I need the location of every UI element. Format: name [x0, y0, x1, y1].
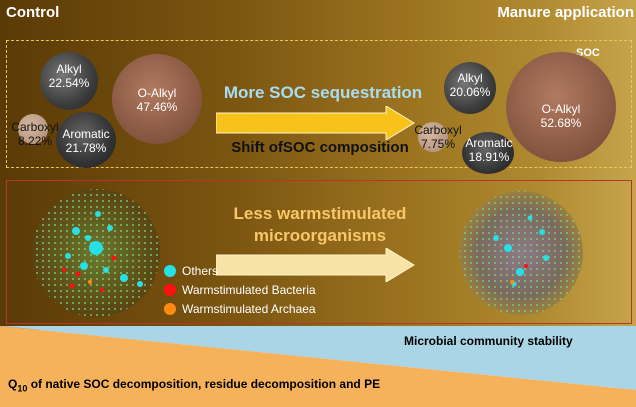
manure-aromatic-circle	[462, 132, 514, 174]
trend-wedges	[0, 326, 636, 407]
control-network	[32, 189, 160, 317]
control-aromatic-label: Aromatic 21.78%	[62, 127, 110, 155]
manure-header: Manure application	[497, 4, 634, 21]
q10-label: Q10 of native SOC decomposition, residue…	[8, 377, 381, 394]
soc-composition-panel	[6, 40, 632, 168]
shift-label: Shift ofSOC composition	[231, 139, 409, 156]
manure-oalkyl-label: O-Alkyl 52.68%	[540, 102, 582, 130]
control-carboxyl-label: Carboxyl 8.22%	[11, 120, 59, 148]
sequestration-label: More SOC sequestration	[223, 83, 423, 102]
control-oalkyl-label: O-Alkyl 47.46%	[136, 86, 178, 114]
sequestration-arrow	[216, 106, 415, 140]
warmstimulated-label: Less warmstimulated microorganisms	[233, 204, 407, 245]
manure-oalkyl-circle	[506, 52, 616, 162]
control-alkyl-circle	[40, 52, 98, 110]
bacteria-swatch	[164, 284, 176, 296]
microbial-network-panel	[6, 180, 632, 324]
manure-alkyl-circle	[444, 62, 496, 114]
q10-wedge	[0, 326, 636, 407]
others-swatch	[164, 265, 176, 277]
archaea-swatch	[164, 303, 176, 315]
legend-archaea: Warmstimulated Archaea	[164, 302, 316, 316]
control-header: Control	[6, 4, 60, 21]
control-carboxyl-circle	[18, 114, 48, 144]
control-aromatic-circle	[56, 112, 116, 168]
microorganism-arrow	[216, 248, 415, 282]
control-alkyl-label: Alkyl 22.54%	[48, 62, 90, 90]
manure-carboxyl-circle	[418, 122, 448, 152]
manure-network	[459, 191, 583, 315]
control-oalkyl-circle	[112, 54, 202, 144]
manure-aromatic-label: Aromatic 18.91%	[465, 136, 513, 164]
stability-label: Microbial community stability	[404, 334, 573, 348]
legend-bacteria: Warmstimulated Bacteria	[164, 283, 316, 297]
manure-alkyl-label: Alkyl 20.06%	[449, 71, 491, 99]
legend-others: Others	[164, 264, 218, 278]
manure-carboxyl-label: Carboxyl 7.75%	[414, 123, 462, 151]
